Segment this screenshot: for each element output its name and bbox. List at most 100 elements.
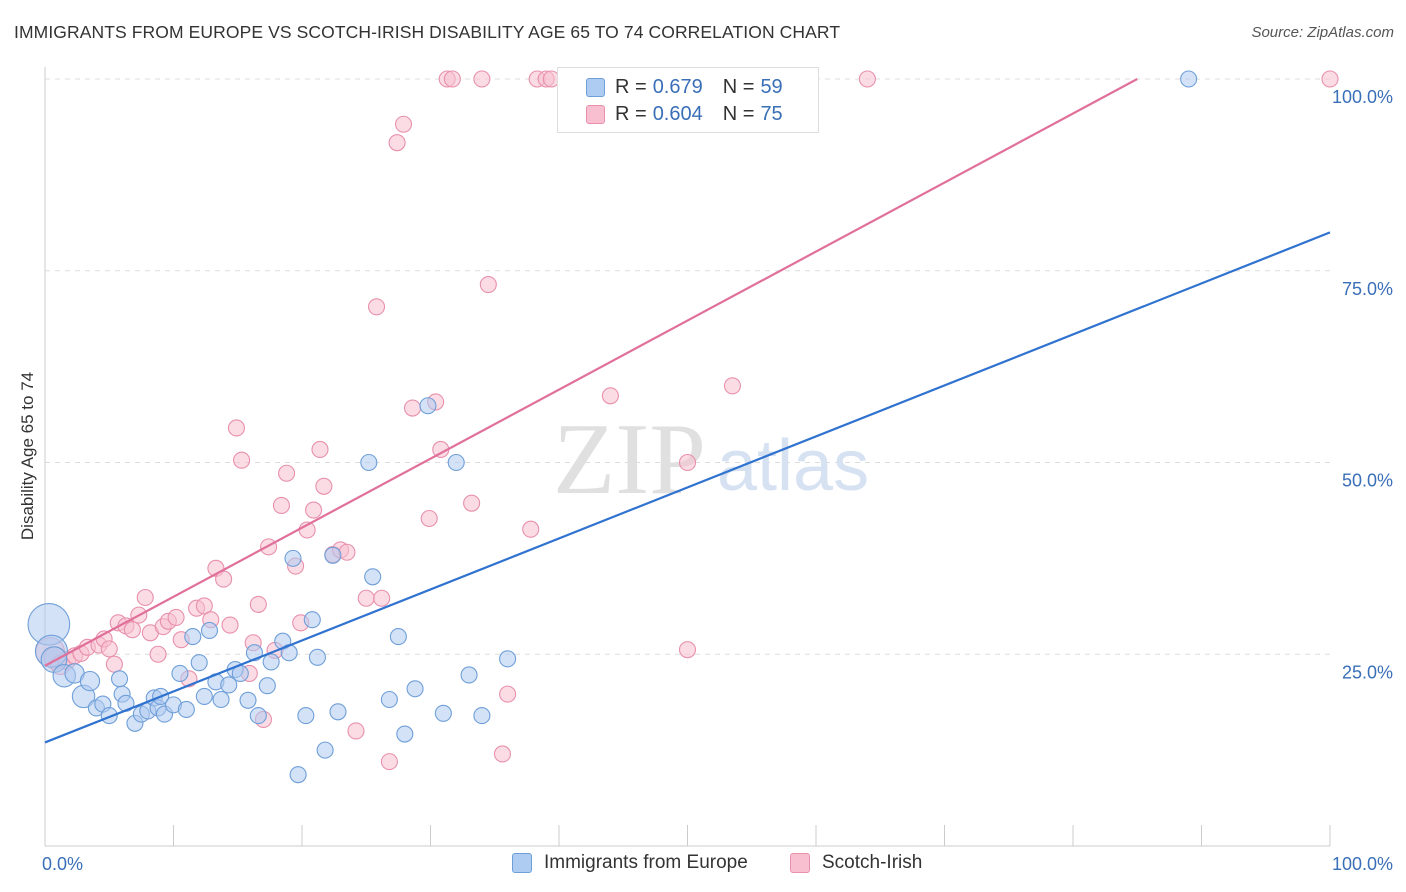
point-scotch-irish [123,621,141,639]
point-scotch-irish [278,464,296,482]
point-scotch-irish [347,722,365,740]
point-scotch-irish [357,589,375,607]
point-scotch-irish [463,494,481,512]
point-immigrants-europe [190,654,208,672]
source-label: Source: ZipAtlas.com [1251,24,1394,41]
point-immigrants-europe [110,670,129,688]
point-scotch-irish [305,501,323,519]
x-tick-label: 0.0% [42,854,83,874]
y-tick-label: 50.0% [1342,471,1393,491]
point-immigrants-europe [289,766,307,784]
point-immigrants-europe [184,628,202,646]
y-tick-label: 75.0% [1342,279,1393,299]
legend-swatch-blue [512,853,532,873]
point-scotch-irish [136,588,154,607]
legend-item-immigrants-europe[interactable]: Immigrants from Europe [512,852,748,874]
point-immigrants-europe [389,628,407,646]
y-tick-label: 100.0% [1332,87,1393,107]
point-scotch-irish [380,753,398,771]
point-scotch-irish [367,298,386,316]
trend-lines [44,78,1331,744]
point-scotch-irish [723,377,742,395]
point-immigrants-europe [297,707,315,725]
point-immigrants-europe [212,690,230,709]
legend-row-scotch-irish: R = 0.604 N = 75 [558,101,783,127]
point-scotch-irish [311,440,329,459]
point-immigrants-europe [239,691,257,709]
point-immigrants-europe [499,650,517,668]
point-scotch-irish [493,745,512,763]
point-immigrants-europe [460,666,478,684]
legend-swatch-pink [790,853,810,873]
point-immigrants-europe [303,611,321,629]
point-scotch-irish [249,595,267,613]
point-scotch-irish [479,276,497,294]
point-immigrants-europe [79,670,101,692]
point-scotch-irish [373,589,391,607]
point-scotch-irish [403,399,422,417]
legend-r-label: R = [615,75,647,98]
grid-lines [45,78,1330,655]
point-scotch-irish [272,496,290,515]
point-scotch-irish [522,520,540,538]
point-immigrants-europe [364,568,382,586]
point-immigrants-europe [258,677,276,695]
point-immigrants-europe [447,453,465,472]
point-scotch-irish [215,570,233,588]
legend-label: Immigrants from Europe [544,852,748,873]
point-scotch-irish [473,70,491,88]
legend-n-label: N = [722,102,755,125]
point-immigrants-europe [316,741,334,759]
point-immigrants-europe [380,690,398,709]
point-scotch-irish [678,453,697,472]
point-scotch-irish [227,419,246,437]
point-scotch-irish [388,134,406,152]
point-scotch-irish [394,115,413,133]
point-immigrants-europe [360,453,378,472]
point-immigrants-europe [324,546,342,564]
series-legend: Immigrants from Europe Scotch-Irish [0,852,1406,876]
stats-legend: R = 0.679 N = 59 R = 0.604 N = 75 [557,67,819,133]
watermark: ZIP atlas [553,403,869,516]
point-immigrants-europe [308,648,326,666]
y-tick-label: 25.0% [1342,662,1393,682]
point-immigrants-europe [284,549,302,567]
point-immigrants-europe [473,707,491,725]
point-immigrants-europe [406,680,424,698]
legend-swatch-blue [586,77,605,97]
point-immigrants-europe [434,704,452,722]
point-scotch-irish [420,509,438,528]
point-immigrants-europe [329,703,347,721]
point-scotch-irish [601,387,619,405]
point-scotch-irish [315,477,333,495]
legend-item-scotch-irish[interactable]: Scotch-Irish [790,852,922,874]
point-immigrants-europe [419,397,437,415]
point-immigrants-europe [195,687,213,705]
legend-n-value: 75 [760,102,783,125]
point-scotch-irish [100,640,118,658]
point-scotch-irish [678,641,697,659]
immigrants-europe-points [27,70,1198,784]
point-scotch-irish [858,70,876,88]
point-scotch-irish [443,70,461,88]
legend-swatch-pink [586,104,605,124]
trend-line-immigrants-europe [44,231,1331,744]
tick-labels: 25.0% 50.0% 75.0% 100.0% 0.0% 100.0% [42,87,1393,874]
point-scotch-irish [149,645,167,663]
axes [44,67,1331,847]
scotch-irish-points [35,70,1339,771]
point-immigrants-europe [171,664,189,682]
chart-title: IMMIGRANTS FROM EUROPE VS SCOTCH-IRISH D… [14,22,841,42]
point-scotch-irish [233,451,251,469]
point-immigrants-europe [200,621,219,640]
point-immigrants-europe [262,653,280,671]
point-scotch-irish [338,543,356,561]
point-immigrants-europe [220,676,238,694]
legend-r-label: R = [615,102,647,125]
point-immigrants-europe [396,725,414,743]
point-immigrants-europe [177,700,195,719]
point-immigrants-europe [249,707,267,725]
point-scotch-irish [105,655,123,673]
point-scotch-irish [167,608,185,626]
